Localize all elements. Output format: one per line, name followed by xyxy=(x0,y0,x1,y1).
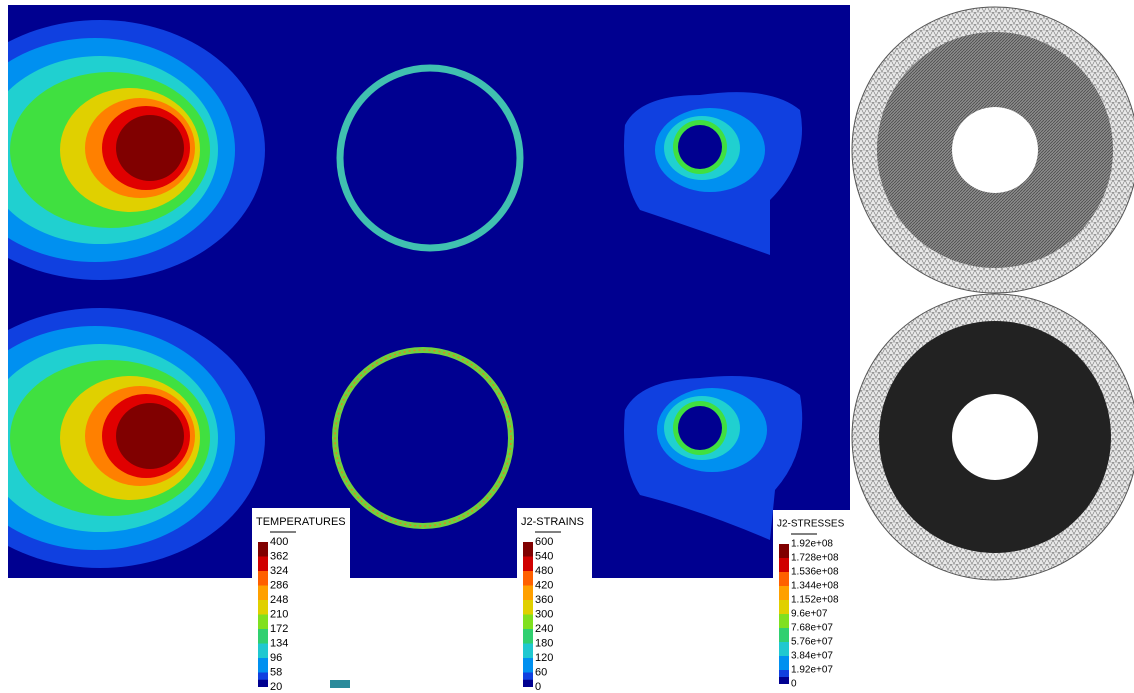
legend-label: 360 xyxy=(535,594,553,606)
legend-label: 1.728e+08 xyxy=(791,553,839,564)
legend-label: 240 xyxy=(535,623,553,635)
legend-label: 324 xyxy=(270,565,288,577)
colorbar-segment xyxy=(258,585,268,600)
legends: TEMPERATURES 400 362 324 286 248 210 172 134 96 58… xyxy=(252,508,850,693)
legend-title: TEMPERATURES xyxy=(256,516,346,528)
colorbar-segment xyxy=(258,643,268,658)
colorbar-segment xyxy=(779,656,789,670)
colorbar-segment xyxy=(779,600,789,614)
legend-label: 60 xyxy=(535,666,547,678)
legend-label: 0 xyxy=(535,681,541,693)
colorbar-segment xyxy=(523,556,533,571)
legend-label: 58 xyxy=(270,666,282,678)
colorbar-last xyxy=(523,679,533,687)
legend-label: 96 xyxy=(270,652,282,664)
legend-label: 3.84e+07 xyxy=(791,651,833,662)
legend-label: 300 xyxy=(535,608,553,620)
legend-label: 540 xyxy=(535,550,553,562)
legend-label: 0 xyxy=(791,679,797,690)
colorbar-segment xyxy=(779,614,789,628)
legend-label: 400 xyxy=(270,536,288,548)
colorbar-segment xyxy=(523,585,533,600)
colorbar-segment xyxy=(779,628,789,642)
colorbar-segment xyxy=(258,629,268,644)
colorbar-segment xyxy=(258,542,268,557)
colorbar-segment xyxy=(779,544,789,558)
colorbar-last xyxy=(258,679,268,687)
legend-label: 600 xyxy=(535,536,553,548)
top-panel xyxy=(8,20,802,280)
legend-label: 248 xyxy=(270,594,288,606)
legend-title: J2-STRAINS xyxy=(521,516,584,528)
legend-label: 7.68e+07 xyxy=(791,623,833,634)
colorbar-segment xyxy=(258,614,268,629)
colorbar-segment xyxy=(779,572,789,586)
legend-label: 286 xyxy=(270,579,288,591)
colorbar-segment xyxy=(523,643,533,658)
legend-label: 420 xyxy=(535,579,553,591)
legend-label: 180 xyxy=(535,637,553,649)
legend-label: 9.6e+07 xyxy=(791,609,828,620)
mesh-bottom xyxy=(851,293,1134,581)
legend-label: 120 xyxy=(535,652,553,664)
legend-label: 210 xyxy=(270,608,288,620)
legend-decoration xyxy=(330,680,350,688)
legend-label: 1.536e+08 xyxy=(791,567,839,578)
legend-label: 20 xyxy=(270,681,282,693)
legend-label: 1.152e+08 xyxy=(791,595,839,606)
colorbar-segment xyxy=(779,642,789,656)
legend-label: 5.76e+07 xyxy=(791,637,833,648)
legend-box xyxy=(252,508,350,693)
colorbar-segment xyxy=(779,586,789,600)
colorbar-segment xyxy=(779,558,789,572)
colorbar-segment xyxy=(523,542,533,557)
colorbar-segment xyxy=(523,614,533,629)
colorbar-segment xyxy=(258,571,268,586)
bottom-panel xyxy=(8,308,803,568)
legend-label: 134 xyxy=(270,637,288,649)
colorbar-segment xyxy=(258,556,268,571)
colorbar-segment xyxy=(523,629,533,644)
legend-label: 172 xyxy=(270,623,288,635)
colorbar-segment xyxy=(258,600,268,615)
colorbar-segment xyxy=(258,658,268,673)
legend-label: 1.344e+08 xyxy=(791,581,839,592)
legend-label: 1.92e+07 xyxy=(791,665,833,676)
mesh-top xyxy=(851,6,1134,294)
colorbar-last xyxy=(779,677,789,684)
colorbar-segment xyxy=(523,658,533,673)
legend-label: 362 xyxy=(270,550,288,562)
legend-label: 480 xyxy=(535,565,553,577)
colorbar-segment xyxy=(523,600,533,615)
legend-label: 1.92e+08 xyxy=(791,539,833,550)
colorbar-segment xyxy=(523,571,533,586)
legend-title: J2-STRESSES xyxy=(777,519,845,530)
